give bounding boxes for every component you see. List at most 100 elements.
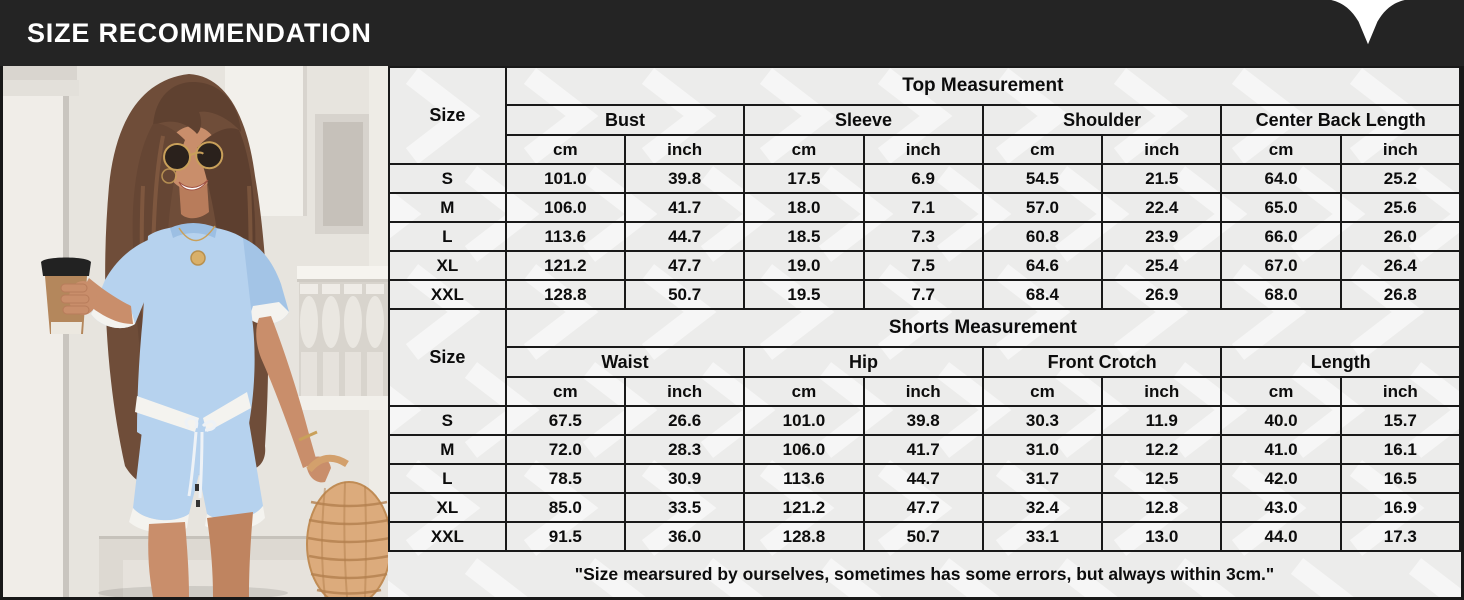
measurement-value: 65.0 [1220,192,1342,223]
measurement-value: 33.5 [623,492,746,523]
measurement-value: 68.0 [1220,279,1342,310]
measurement-value: 78.5 [504,463,626,494]
size-label: XXL [388,521,507,552]
measure-group-header: Front Crotch [981,346,1223,378]
measurement-value: 64.0 [1220,163,1342,194]
model-photo-illustration [3,66,388,597]
measurement-value: 47.7 [862,492,984,523]
measure-group-header: Sleeve [743,104,984,136]
measurement-value: 7.7 [862,279,984,310]
measurement-value: 31.0 [981,434,1104,465]
size-row-l: L 113.6 44.7 18.5 7.3 60.8 23.9 66.0 26.0 [388,221,1462,252]
size-label: L [388,463,507,494]
measurement-value: 30.9 [623,463,746,494]
measurement-value: 41.7 [862,434,984,465]
unit-header: cm [981,134,1104,165]
unit-header: cm [1220,134,1342,165]
measurement-value: 42.0 [1220,463,1342,494]
measurement-value: 16.1 [1339,434,1462,465]
measurement-value: 41.0 [1220,434,1342,465]
size-row-xl: XL 85.0 33.5 121.2 47.7 32.4 12.8 43.0 16.9 [388,492,1462,523]
measurement-value: 66.0 [1220,221,1342,252]
measurement-value: 25.2 [1339,163,1462,194]
measurement-value: 64.6 [981,250,1104,281]
measurement-value: 50.7 [862,521,984,552]
size-label: S [388,163,507,194]
measurement-value: 11.9 [1101,405,1223,436]
measurement-value: 26.4 [1339,250,1462,281]
measurement-value: 12.5 [1101,463,1223,494]
size-row-xl: XL 121.2 47.7 19.0 7.5 64.6 25.4 67.0 26.4 [388,250,1462,281]
measurement-value: 113.6 [743,463,865,494]
measurement-value: 13.0 [1101,521,1223,552]
measurement-value: 26.9 [1101,279,1223,310]
measurement-value: 68.4 [981,279,1104,310]
size-label: XL [388,250,507,281]
measurement-value: 17.5 [743,163,865,194]
measurement-value: 21.5 [1101,163,1223,194]
measurement-value: 128.8 [504,279,626,310]
model-figure [41,74,388,597]
measurement-value: 30.3 [981,405,1104,436]
measurement-value: 18.0 [743,192,865,223]
unit-header: inch [623,376,746,407]
measurement-value: 25.4 [1101,250,1223,281]
measurement-value: 23.9 [1101,221,1223,252]
measurement-value: 50.7 [623,279,746,310]
measurement-value: 128.8 [743,521,865,552]
unit-header: inch [1339,376,1462,407]
measurement-value: 25.6 [1339,192,1462,223]
size-row-m: M 72.0 28.3 106.0 41.7 31.0 12.2 41.0 16.1 [388,434,1462,465]
measurement-value: 121.2 [504,250,626,281]
unit-header: inch [1101,376,1223,407]
measurement-value: 67.0 [1220,250,1342,281]
measurement-value: 12.8 [1101,492,1223,523]
v-brand-logo-icon [1331,0,1405,45]
measure-group-header: Center Back Length [1220,104,1461,136]
unit-header: inch [1339,134,1462,165]
size-column-header: Size [388,66,507,165]
necklace [178,225,216,242]
size-row-l: L 78.5 30.9 113.6 44.7 31.7 12.5 42.0 16.5 [388,463,1462,494]
measurement-value: 106.0 [743,434,865,465]
measurement-value: 7.5 [862,250,984,281]
measurement-value: 17.3 [1339,521,1462,552]
measurement-value: 40.0 [1220,405,1342,436]
measurement-value: 101.0 [504,163,626,194]
measurement-value: 19.0 [743,250,865,281]
measurement-note: "Size mearsured by ourselves, sometimes … [574,564,1275,584]
shorts-measurement-table: Size Shorts Measurement Waist Hip Front Crot… [388,308,1462,552]
measurement-value: 44.7 [862,463,984,494]
measurement-value: 106.0 [504,192,626,223]
unit-header: inch [862,376,984,407]
product-photo [3,66,388,597]
measurement-value: 121.2 [743,492,865,523]
size-row-xxl: XXL 91.5 36.0 128.8 50.7 33.1 13.0 44.0 17.3 [388,521,1462,552]
bracelet [298,430,318,442]
measurement-value: 91.5 [504,521,626,552]
measurement-value: 12.2 [1101,434,1223,465]
measurement-value: 44.0 [1220,521,1342,552]
size-label: L [388,221,507,252]
unit-header: cm [743,376,865,407]
unit-header: inch [862,134,984,165]
drawstring [184,416,217,499]
measurement-value: 72.0 [504,434,626,465]
measurement-value: 16.5 [1339,463,1462,494]
measurement-value: 32.4 [981,492,1104,523]
size-row-xxl: XXL 128.8 50.7 19.5 7.7 68.4 26.9 68.0 26.8 [388,279,1462,310]
size-row-s: S 67.5 26.6 101.0 39.8 30.3 11.9 40.0 15.7 [388,405,1462,436]
size-label: XXL [388,279,507,310]
measurement-value: 7.1 [862,192,984,223]
top-measurement-table: Size Top Measurement Bust Sleeve Shoulder Cen… [388,66,1462,310]
measurement-value: 28.3 [623,434,746,465]
measurement-value: 101.0 [743,405,865,436]
measurement-value: 19.5 [743,279,865,310]
unit-header: cm [981,376,1104,407]
size-row-m: M 106.0 41.7 18.0 7.1 57.0 22.4 65.0 25.6 [388,192,1462,223]
measurement-value: 6.9 [862,163,984,194]
size-label: S [388,405,507,436]
measurement-value: 22.4 [1101,192,1223,223]
measurement-value: 26.6 [623,405,746,436]
